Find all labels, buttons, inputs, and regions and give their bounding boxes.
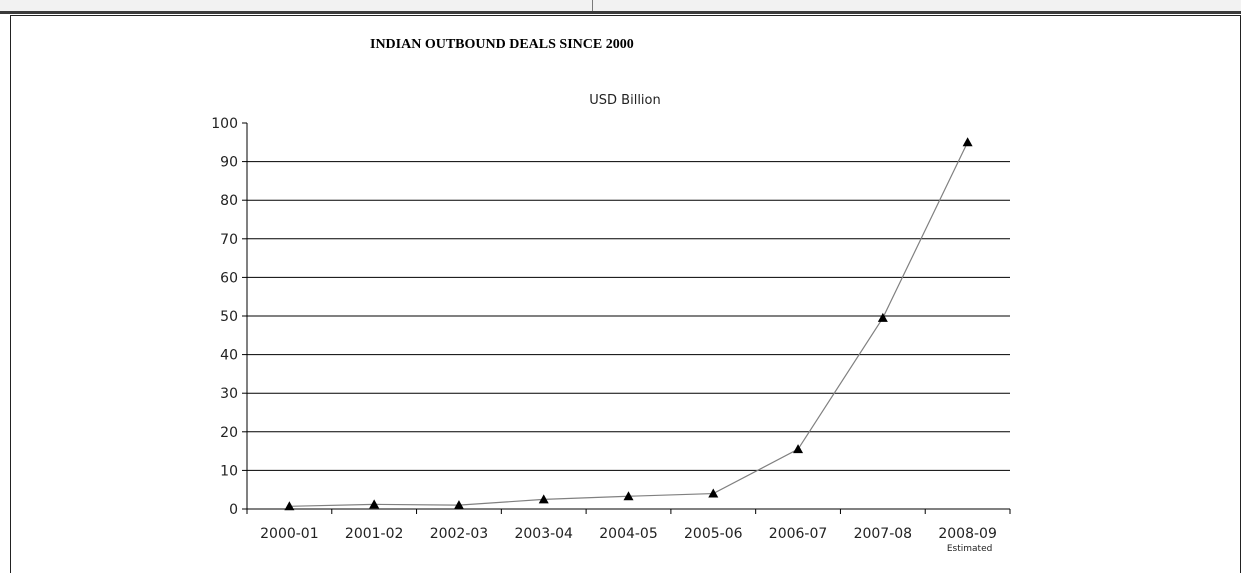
x-tick-label: 2005-06 <box>684 526 743 542</box>
tick-labels: 0 10 20 30 40 50 60 70 80 90 100 2000-01 2001-02 2002… <box>211 116 997 554</box>
data-point-marker <box>793 444 804 454</box>
y-tick-label: 20 <box>220 425 238 441</box>
y-tick-label: 0 <box>229 502 238 518</box>
window-top-border <box>0 11 1241 14</box>
x-tick-label: 2004-05 <box>599 526 658 542</box>
data-point-marker <box>708 488 719 498</box>
chart-frame <box>10 15 1241 573</box>
x-tick-label: 2002-03 <box>430 526 489 542</box>
chart-title: INDIAN OUTBOUND DEALS SINCE 2000 <box>370 37 634 52</box>
chart-subtitle: USD Billion <box>589 93 661 108</box>
x-tick-label: 2007-08 <box>854 526 913 542</box>
series-line <box>289 142 969 507</box>
x-tick-note: Estimated <box>947 544 992 554</box>
series <box>284 137 973 511</box>
data-point-marker <box>877 312 888 322</box>
y-tick-label: 30 <box>220 386 238 402</box>
y-tick-label: 100 <box>211 116 238 132</box>
y-tick-label: 80 <box>220 193 238 209</box>
data-point-marker <box>284 501 295 511</box>
data-point-marker <box>369 499 380 509</box>
y-tick-label: 90 <box>220 155 238 171</box>
top-bar-divider <box>592 0 593 11</box>
y-tick-label: 50 <box>220 309 238 325</box>
data-point-marker <box>623 491 634 501</box>
axes <box>242 122 1011 514</box>
grid-lines <box>247 161 1010 471</box>
data-point-marker <box>538 494 549 504</box>
data-point-marker <box>453 500 464 510</box>
x-tick-label: 2000-01 <box>260 526 319 542</box>
x-tick-label: 2001-02 <box>345 526 404 542</box>
x-tick-label: 2003-04 <box>514 526 573 542</box>
y-tick-label: 70 <box>220 232 238 248</box>
x-tick-label: 2006-07 <box>769 526 828 542</box>
y-tick-label: 40 <box>220 348 238 364</box>
window-top-bar <box>0 0 1241 14</box>
data-point-marker <box>962 137 973 147</box>
y-tick-label: 60 <box>220 270 238 286</box>
y-tick-label: 10 <box>220 463 238 479</box>
x-tick-label: 2008-09 <box>938 526 997 542</box>
